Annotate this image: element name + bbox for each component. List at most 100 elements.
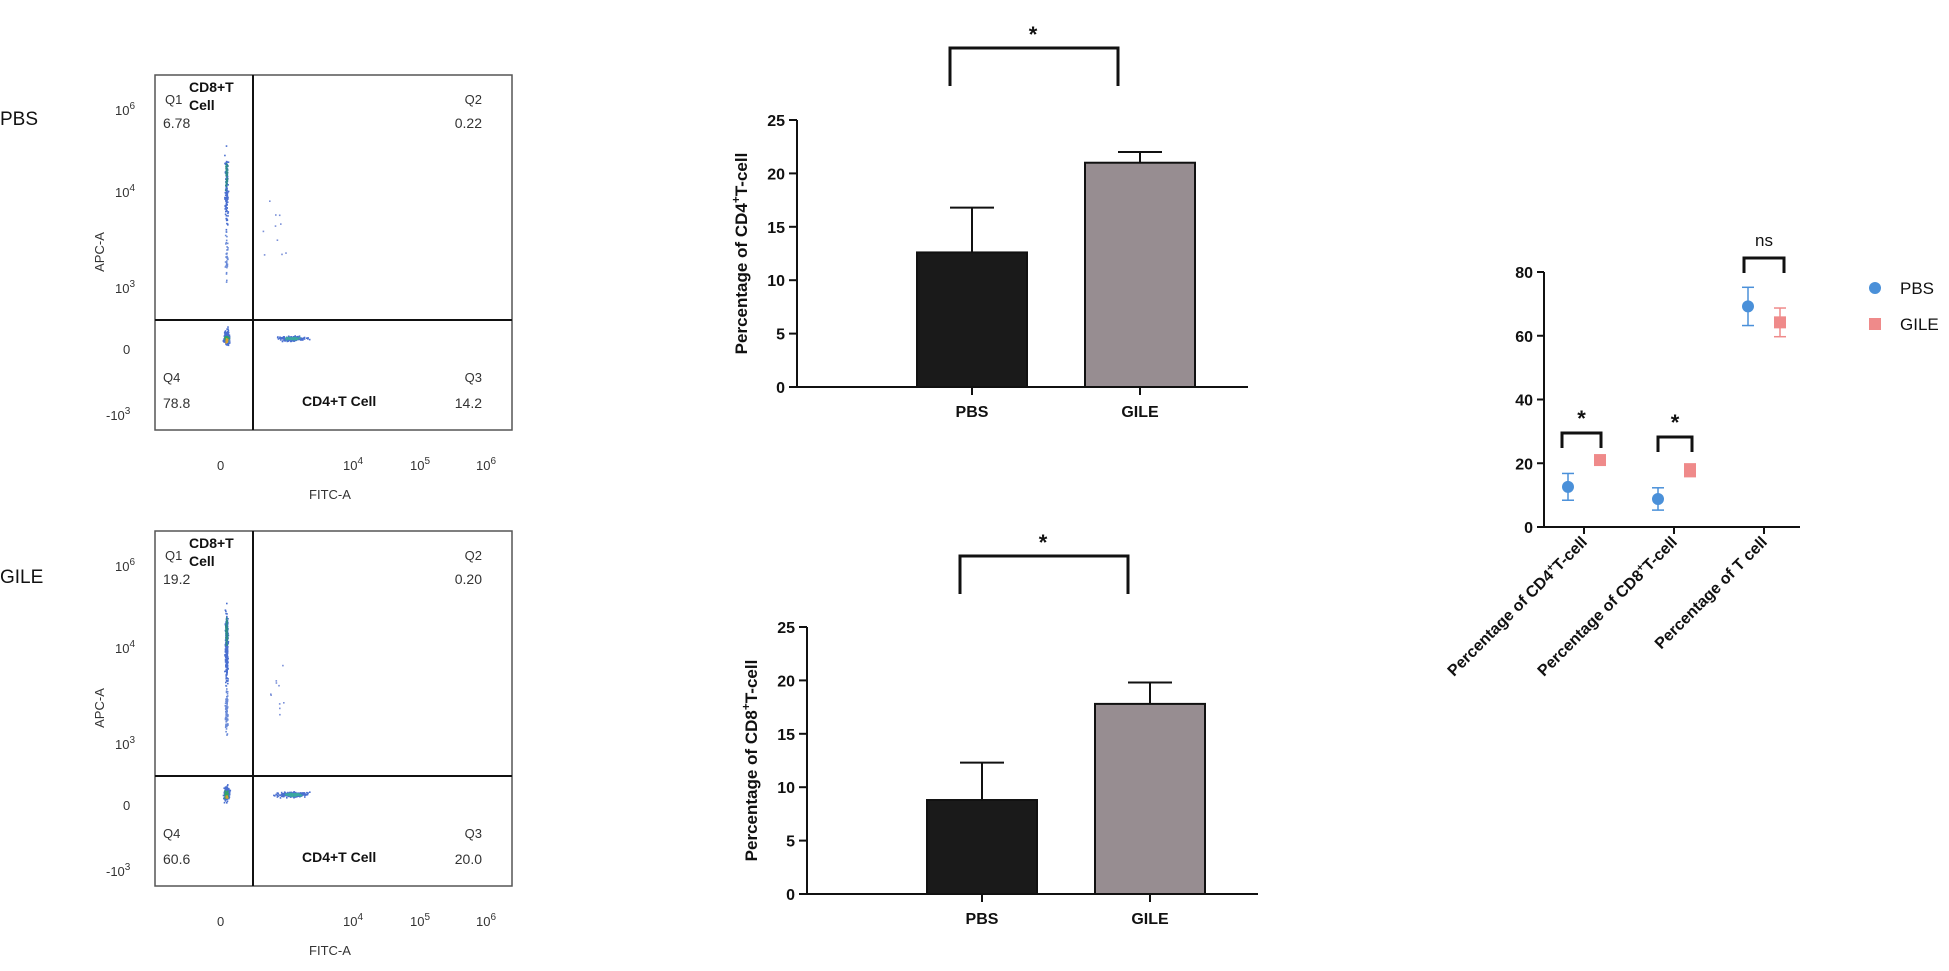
event-dot — [225, 252, 228, 255]
event-dot — [225, 201, 228, 203]
event-dot — [286, 339, 289, 341]
y-tick-label: 10 — [777, 780, 795, 797]
event-dot — [285, 793, 288, 796]
significance-label: * — [1029, 22, 1038, 47]
y-tick-1e4: 104 — [115, 639, 135, 656]
y-tick-label: 25 — [767, 113, 785, 130]
event-dot — [277, 336, 279, 338]
q4-id: Q4 — [163, 826, 180, 841]
y-tick-1e3: 103 — [115, 279, 135, 296]
y-tick-label: 20 — [777, 673, 795, 690]
event-dot — [306, 793, 309, 796]
legend-marker — [1869, 282, 1881, 294]
legend-marker — [1869, 318, 1881, 330]
event-dot — [226, 633, 228, 636]
y-tick-1e3: 103 — [115, 735, 135, 752]
q4-value: 78.8 — [163, 395, 190, 411]
q3-value: 14.2 — [455, 395, 482, 411]
event-dot — [225, 725, 227, 727]
event-dot — [291, 338, 294, 340]
event-dot — [270, 693, 272, 695]
event-dot — [228, 797, 230, 800]
event-dot — [225, 685, 228, 687]
x-tick-1e4: 104 — [343, 912, 363, 929]
event-dot — [229, 789, 232, 792]
event-dot — [226, 793, 228, 796]
event-dot — [296, 796, 298, 798]
event-dot — [226, 725, 228, 728]
event-dot — [224, 705, 227, 707]
significance-label: * — [1577, 406, 1586, 431]
event-dot — [226, 702, 228, 704]
event-dot — [224, 643, 227, 646]
event-dot — [224, 261, 227, 263]
event-dot — [228, 340, 231, 342]
significance-bracket — [958, 554, 1130, 594]
event-dot — [225, 663, 228, 666]
event-dot — [227, 184, 229, 186]
event-dot — [224, 330, 227, 332]
event-dot — [226, 255, 228, 258]
event-dot — [294, 793, 297, 796]
event-dot — [281, 793, 284, 795]
event-dot — [302, 339, 304, 341]
event-dot — [228, 796, 230, 798]
event-dot — [226, 171, 229, 174]
y-tick-label: 5 — [776, 327, 785, 344]
event-dot — [294, 335, 296, 337]
x-tick-label: GILE — [1131, 911, 1169, 928]
event-dot — [225, 665, 227, 667]
event-dot — [225, 644, 228, 646]
event-dot — [306, 791, 308, 794]
event-dot — [224, 702, 227, 705]
event-dot — [224, 800, 227, 802]
event-dot — [226, 266, 228, 269]
q3-id: Q3 — [465, 826, 482, 841]
event-dot — [227, 331, 229, 333]
event-dot — [226, 654, 228, 656]
event-dot — [224, 208, 226, 210]
event-dot — [282, 337, 285, 340]
event-dot — [304, 796, 306, 798]
event-dot — [225, 185, 228, 188]
event-dot — [262, 230, 265, 233]
event-dot — [298, 335, 301, 337]
event-dot — [227, 328, 229, 330]
event-dot — [225, 271, 228, 274]
q3-value: 20.0 — [455, 851, 482, 867]
event-dot — [225, 711, 228, 714]
event-dot — [301, 793, 304, 796]
event-dot — [226, 717, 228, 720]
event-dot — [226, 724, 228, 727]
event-dot — [297, 794, 300, 796]
event-dot — [299, 793, 301, 796]
event-dot — [225, 173, 228, 175]
event-dot — [275, 682, 278, 684]
event-dot — [225, 720, 228, 722]
event-dot — [226, 169, 228, 172]
event-dot — [226, 695, 228, 698]
event-dot — [307, 792, 309, 794]
event-dot — [288, 794, 291, 797]
significance-bracket — [948, 46, 1120, 86]
x-tick-label: GILE — [1121, 404, 1159, 421]
event-dot — [226, 602, 228, 605]
event-dot — [293, 337, 296, 340]
event-dot — [225, 243, 227, 245]
event-dot — [277, 338, 280, 340]
event-dot — [299, 792, 302, 794]
x-tick-label: PBS — [966, 911, 999, 928]
event-dot — [226, 712, 228, 715]
y-tick-label: 80 — [1515, 265, 1533, 282]
q4-id: Q4 — [163, 370, 180, 385]
event-dot — [273, 794, 275, 797]
event-dot — [286, 797, 288, 799]
event-dot — [280, 223, 282, 225]
event-dot — [226, 788, 228, 791]
event-dot — [225, 145, 228, 147]
event-dot — [224, 794, 226, 797]
event-dot — [225, 666, 227, 668]
event-dot — [276, 796, 279, 798]
event-dot — [303, 792, 306, 794]
